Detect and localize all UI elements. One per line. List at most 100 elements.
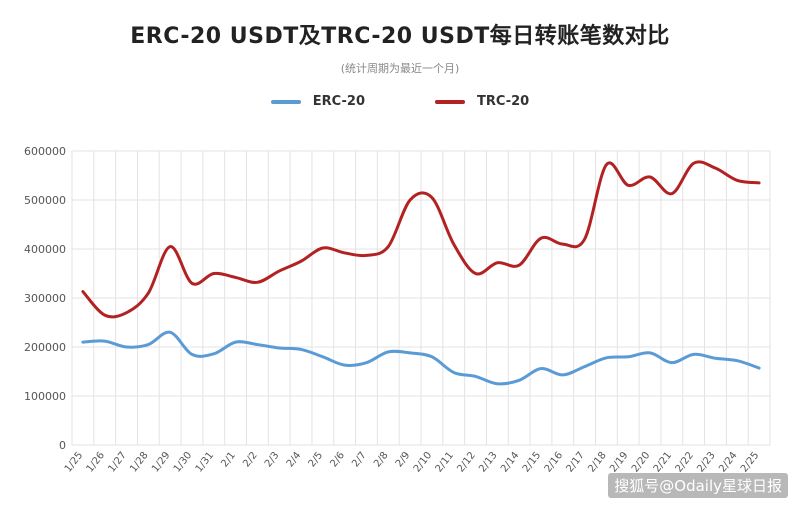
data-point-erc20 <box>278 346 281 350</box>
x-tick-label: 2/3 <box>263 450 282 469</box>
data-point-trc20 <box>736 179 739 182</box>
data-point-erc20 <box>387 350 390 354</box>
data-point-erc20 <box>81 340 85 344</box>
x-tick-label: 2/20 <box>630 450 653 474</box>
data-point-trc20 <box>757 181 761 185</box>
legend-item-trc20: TRC-20 <box>435 94 529 109</box>
legend-label-erc20: ERC-20 <box>312 94 365 109</box>
watermark: 搜狐号@Odaily星球日报 <box>608 473 788 498</box>
data-point-trc20 <box>583 238 586 241</box>
data-point-trc20 <box>168 245 172 248</box>
x-tick-label: 2/17 <box>564 450 587 474</box>
data-point-trc20 <box>234 276 237 279</box>
data-point-erc20 <box>714 357 717 360</box>
x-tick-label: 2/12 <box>455 450 478 474</box>
data-point-erc20 <box>168 331 172 334</box>
data-point-erc20 <box>321 355 325 358</box>
data-point-trc20 <box>387 245 390 248</box>
x-tick-label: 2/9 <box>394 450 413 469</box>
x-tick-label: 1/31 <box>194 450 217 474</box>
x-tick-label: 2/19 <box>608 450 631 474</box>
data-point-trc20 <box>627 184 630 187</box>
x-tick-label: 1/28 <box>128 450 151 474</box>
x-tick-label: 1/29 <box>150 450 173 474</box>
data-point-trc20 <box>539 237 543 240</box>
x-tick-label: 2/5 <box>307 450 326 469</box>
y-tick-label: 100000 <box>24 390 66 403</box>
chart-subtitle: (统计周期为最近一个月) <box>340 62 460 75</box>
series-line-erc20 <box>81 330 761 386</box>
x-tick-label: 1/30 <box>172 450 195 474</box>
data-point-erc20 <box>430 355 434 358</box>
legend-swatch-trc20 <box>435 99 465 104</box>
y-tick-label: 300000 <box>24 292 66 305</box>
x-tick-label: 2/25 <box>739 450 762 474</box>
x-tick-label: 2/14 <box>499 450 522 474</box>
data-point-trc20 <box>605 163 608 166</box>
data-point-erc20 <box>125 345 128 349</box>
x-tick-label: 2/6 <box>328 450 347 469</box>
data-point-erc20 <box>343 363 346 367</box>
data-point-erc20 <box>561 373 564 377</box>
data-point-trc20 <box>103 313 106 317</box>
data-point-trc20 <box>648 175 652 179</box>
x-tick-label: 2/22 <box>674 450 697 474</box>
data-point-trc20 <box>430 196 434 199</box>
x-tick-label: 2/15 <box>521 450 544 474</box>
data-point-trc20 <box>474 272 477 275</box>
x-tick-label: 2/8 <box>372 450 391 469</box>
data-point-trc20 <box>81 290 85 293</box>
y-tick-label: 400000 <box>24 243 66 256</box>
legend: ERC-20 TRC-20 <box>0 94 800 109</box>
data-point-erc20 <box>299 348 303 351</box>
data-point-erc20 <box>408 351 412 355</box>
x-tick-label: 2/23 <box>695 450 718 474</box>
x-tick-label: 2/21 <box>652 450 675 474</box>
x-tick-label: 2/7 <box>350 450 369 469</box>
y-tick-label: 500000 <box>24 194 66 207</box>
data-point-erc20 <box>648 351 652 355</box>
data-point-trc20 <box>190 282 194 285</box>
data-point-erc20 <box>517 379 521 382</box>
data-point-trc20 <box>561 242 564 246</box>
data-point-erc20 <box>190 353 194 356</box>
data-point-erc20 <box>692 353 695 356</box>
data-point-erc20 <box>736 359 739 362</box>
legend-item-erc20: ERC-20 <box>270 94 365 109</box>
data-point-trc20 <box>670 192 674 195</box>
data-point-trc20 <box>147 291 150 295</box>
data-point-erc20 <box>583 365 586 368</box>
data-point-trc20 <box>452 242 455 246</box>
data-point-erc20 <box>539 367 543 370</box>
data-point-trc20 <box>496 261 499 264</box>
data-point-erc20 <box>605 356 608 359</box>
data-point-trc20 <box>321 246 325 250</box>
series-line-trc20 <box>81 160 761 319</box>
data-point-erc20 <box>212 352 215 356</box>
data-point-trc20 <box>408 198 412 202</box>
data-point-erc20 <box>147 343 150 346</box>
data-point-erc20 <box>757 366 761 370</box>
data-point-erc20 <box>474 375 477 378</box>
data-point-trc20 <box>299 260 303 263</box>
legend-label-trc20: TRC-20 <box>477 94 530 109</box>
y-tick-label: 200000 <box>24 341 66 354</box>
data-point-trc20 <box>714 166 717 170</box>
data-point-erc20 <box>103 339 106 343</box>
x-tick-label: 2/13 <box>477 450 500 474</box>
data-point-trc20 <box>517 263 521 267</box>
data-point-erc20 <box>627 355 630 358</box>
data-point-trc20 <box>212 272 215 275</box>
x-tick-label: 2/4 <box>285 450 304 469</box>
data-point-erc20 <box>234 340 237 344</box>
x-tick-label: 2/18 <box>586 450 609 474</box>
x-tick-label: 2/1 <box>219 450 238 469</box>
data-point-trc20 <box>365 254 368 257</box>
x-tick-label: 2/11 <box>434 450 457 474</box>
data-point-trc20 <box>125 311 128 314</box>
x-tick-label: 1/26 <box>85 450 108 474</box>
data-point-erc20 <box>256 343 259 346</box>
y-tick-label: 0 <box>59 439 66 452</box>
data-point-trc20 <box>692 162 695 165</box>
